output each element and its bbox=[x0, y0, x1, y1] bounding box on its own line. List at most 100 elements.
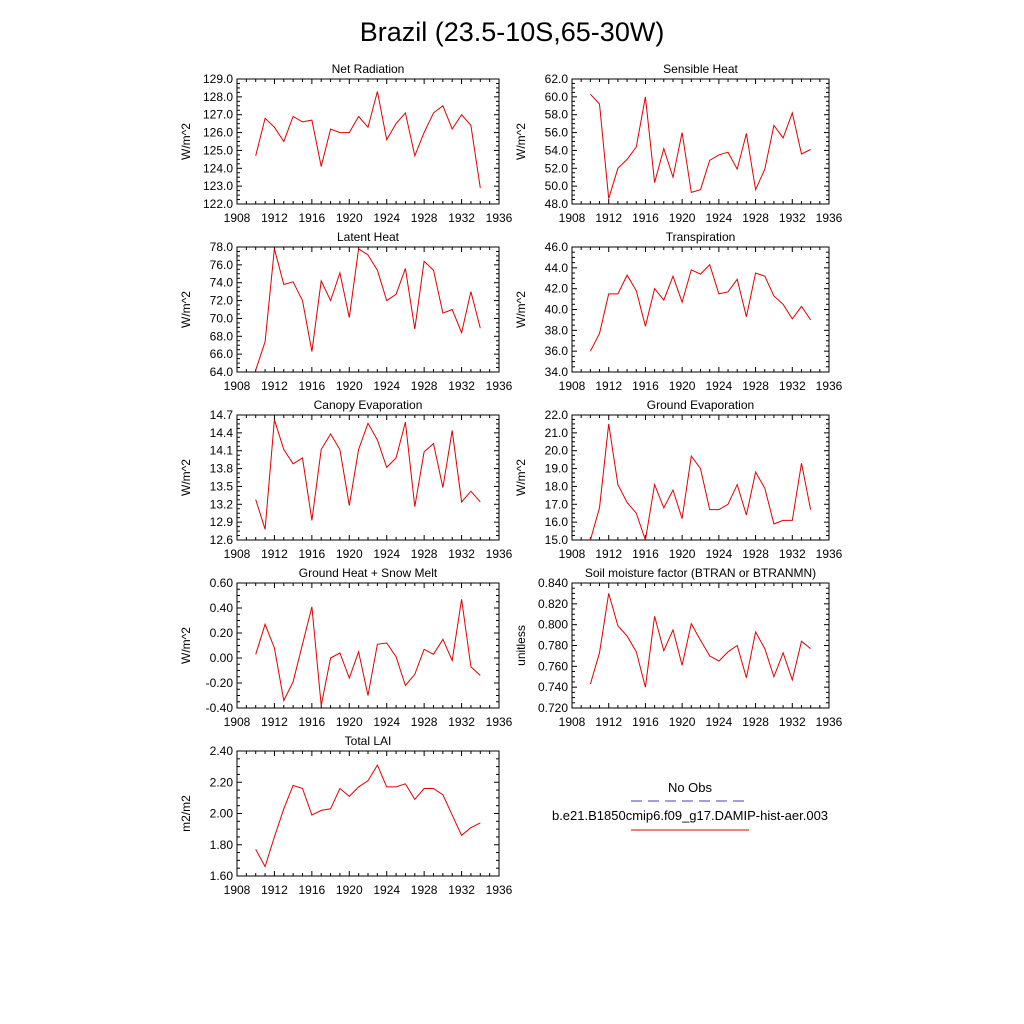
series-line-latent-heat bbox=[255, 247, 481, 371]
x-tick-label: 1936 bbox=[486, 715, 513, 729]
series-line-canopy-evaporation bbox=[255, 419, 481, 530]
x-tick-label: 1932 bbox=[448, 883, 475, 897]
x-tick-label: 1916 bbox=[299, 715, 326, 729]
x-tick-label: 1916 bbox=[299, 883, 326, 897]
x-tick-label: 1908 bbox=[559, 211, 586, 225]
x-tick-label: 1936 bbox=[486, 547, 513, 561]
x-tick-label: 1924 bbox=[373, 211, 400, 225]
x-tick-label: 1928 bbox=[411, 883, 438, 897]
y-axis-label: W/m^2 bbox=[179, 459, 193, 496]
x-tick-label: 1912 bbox=[261, 379, 288, 393]
y-tick-label: 70.0 bbox=[210, 311, 234, 325]
x-tick-label: 1912 bbox=[595, 211, 622, 225]
x-tick-label: 1932 bbox=[448, 379, 475, 393]
y-tick-label: 58.0 bbox=[545, 108, 569, 122]
y-tick-label: 72.0 bbox=[210, 294, 234, 308]
x-tick-label: 1916 bbox=[299, 211, 326, 225]
x-tick-label: 1912 bbox=[261, 883, 288, 897]
y-tick-label: 50.0 bbox=[545, 179, 569, 193]
y-tick-label: 13.8 bbox=[210, 462, 234, 476]
panel-ground-evaporation: Ground Evaporation W/m^2 15.0 16.0 17.0 18.0 1… bbox=[514, 398, 843, 561]
x-tick-label: 1924 bbox=[706, 379, 733, 393]
x-tick-label: 1936 bbox=[486, 883, 513, 897]
x-tick-label: 1920 bbox=[336, 379, 363, 393]
y-tick-label: -0.20 bbox=[206, 676, 234, 690]
y-tick-label: 13.5 bbox=[210, 479, 234, 493]
legend-obs-label: No Obs bbox=[668, 780, 713, 795]
series-line-transpiration bbox=[589, 263, 812, 352]
panel-title: Transpiration bbox=[666, 230, 736, 244]
panel-title: Ground Evaporation bbox=[647, 398, 754, 412]
legend: No Obs b.e21.B1850cmip6.f09_g17.DAMIP-hi… bbox=[552, 780, 828, 831]
series-line-ground-heat-snow-melt bbox=[255, 599, 481, 706]
y-tick-label: 0.60 bbox=[210, 576, 234, 590]
x-tick-label: 1912 bbox=[261, 715, 288, 729]
x-tick-label: 1928 bbox=[411, 379, 438, 393]
y-tick-label: 123.0 bbox=[203, 179, 233, 193]
y-tick-label: 40.0 bbox=[545, 303, 569, 317]
x-tick-label: 1920 bbox=[669, 211, 696, 225]
series-line-sensible-heat bbox=[590, 93, 811, 199]
y-tick-label: 44.0 bbox=[545, 261, 569, 275]
y-tick-label: 0.760 bbox=[538, 659, 568, 673]
x-tick-label: 1916 bbox=[632, 211, 659, 225]
y-axis-label: W/m^2 bbox=[179, 627, 193, 664]
y-axis-label: W/m^2 bbox=[514, 291, 528, 328]
x-tick-label: 1924 bbox=[706, 211, 733, 225]
y-tick-label: 17.0 bbox=[545, 497, 569, 511]
y-tick-label: 14.7 bbox=[210, 408, 234, 422]
panel-title: Latent Heat bbox=[337, 230, 400, 244]
x-tick-label: 1916 bbox=[632, 547, 659, 561]
y-tick-label: 13.2 bbox=[210, 497, 234, 511]
y-tick-label: 126.0 bbox=[203, 126, 233, 140]
y-tick-label: 78.0 bbox=[210, 240, 234, 254]
x-tick-label: 1920 bbox=[669, 715, 696, 729]
x-tick-label: 1908 bbox=[559, 715, 586, 729]
x-tick-label: 1924 bbox=[373, 883, 400, 897]
x-tick-label: 1928 bbox=[742, 211, 769, 225]
x-tick-label: 1920 bbox=[336, 547, 363, 561]
legend-model-label: b.e21.B1850cmip6.f09_g17.DAMIP-hist-aer.… bbox=[552, 808, 828, 823]
x-tick-label: 1912 bbox=[595, 379, 622, 393]
y-tick-label: 74.0 bbox=[210, 276, 234, 290]
y-tick-label: 20.0 bbox=[545, 444, 569, 458]
y-tick-label: 12.9 bbox=[210, 515, 234, 529]
panel-title: Net Radiation bbox=[332, 62, 405, 76]
figure-title: Brazil (23.5-10S,65-30W) bbox=[360, 17, 665, 47]
x-tick-label: 1928 bbox=[411, 547, 438, 561]
panel-title: Total LAI bbox=[345, 734, 392, 748]
x-tick-label: 1932 bbox=[779, 211, 806, 225]
x-tick-label: 1936 bbox=[816, 547, 843, 561]
series-line-total-lai bbox=[255, 764, 481, 868]
series-line-ground-evaporation bbox=[589, 423, 812, 541]
x-tick-label: 1920 bbox=[336, 883, 363, 897]
panel-transpiration: Transpiration W/m^2 34.0 36.0 38.0 40.0 42.0 44… bbox=[514, 230, 843, 393]
x-tick-label: 1916 bbox=[299, 547, 326, 561]
y-tick-label: 1.80 bbox=[210, 838, 234, 852]
panel-title: Ground Heat + Snow Melt bbox=[299, 566, 438, 580]
x-tick-label: 1936 bbox=[486, 379, 513, 393]
x-tick-label: 1928 bbox=[742, 379, 769, 393]
x-tick-label: 1936 bbox=[816, 379, 843, 393]
x-tick-label: 1920 bbox=[336, 211, 363, 225]
y-tick-label: 52.0 bbox=[545, 161, 569, 175]
panel-canopy-evaporation: Canopy Evaporation W/m^2 12.6 12.9 13.2 13.5 1… bbox=[179, 398, 513, 561]
y-tick-label: -0.40 bbox=[206, 701, 234, 715]
y-tick-label: 42.0 bbox=[545, 282, 569, 296]
y-axis-label: m2/m2 bbox=[179, 795, 193, 832]
y-tick-label: 16.0 bbox=[545, 515, 569, 529]
x-tick-label: 1912 bbox=[595, 547, 622, 561]
x-tick-label: 1908 bbox=[559, 379, 586, 393]
series-line-soil-moisture-factor-btran-or-btranmn bbox=[589, 593, 811, 688]
y-tick-label: 62.0 bbox=[545, 72, 569, 86]
y-tick-label: 66.0 bbox=[210, 347, 234, 361]
panel-title: Sensible Heat bbox=[663, 62, 738, 76]
y-tick-label: 128.0 bbox=[203, 90, 233, 104]
panel-title: Soil moisture factor (BTRAN or BTRANMN) bbox=[585, 566, 816, 580]
y-tick-label: 124.0 bbox=[203, 161, 233, 175]
x-tick-label: 1928 bbox=[411, 211, 438, 225]
panel-sensible-heat: Sensible Heat W/m^2 48.0 50.0 52.0 54.0 56.0 58… bbox=[514, 62, 843, 225]
x-tick-label: 1920 bbox=[669, 547, 696, 561]
y-tick-label: 56.0 bbox=[545, 126, 569, 140]
